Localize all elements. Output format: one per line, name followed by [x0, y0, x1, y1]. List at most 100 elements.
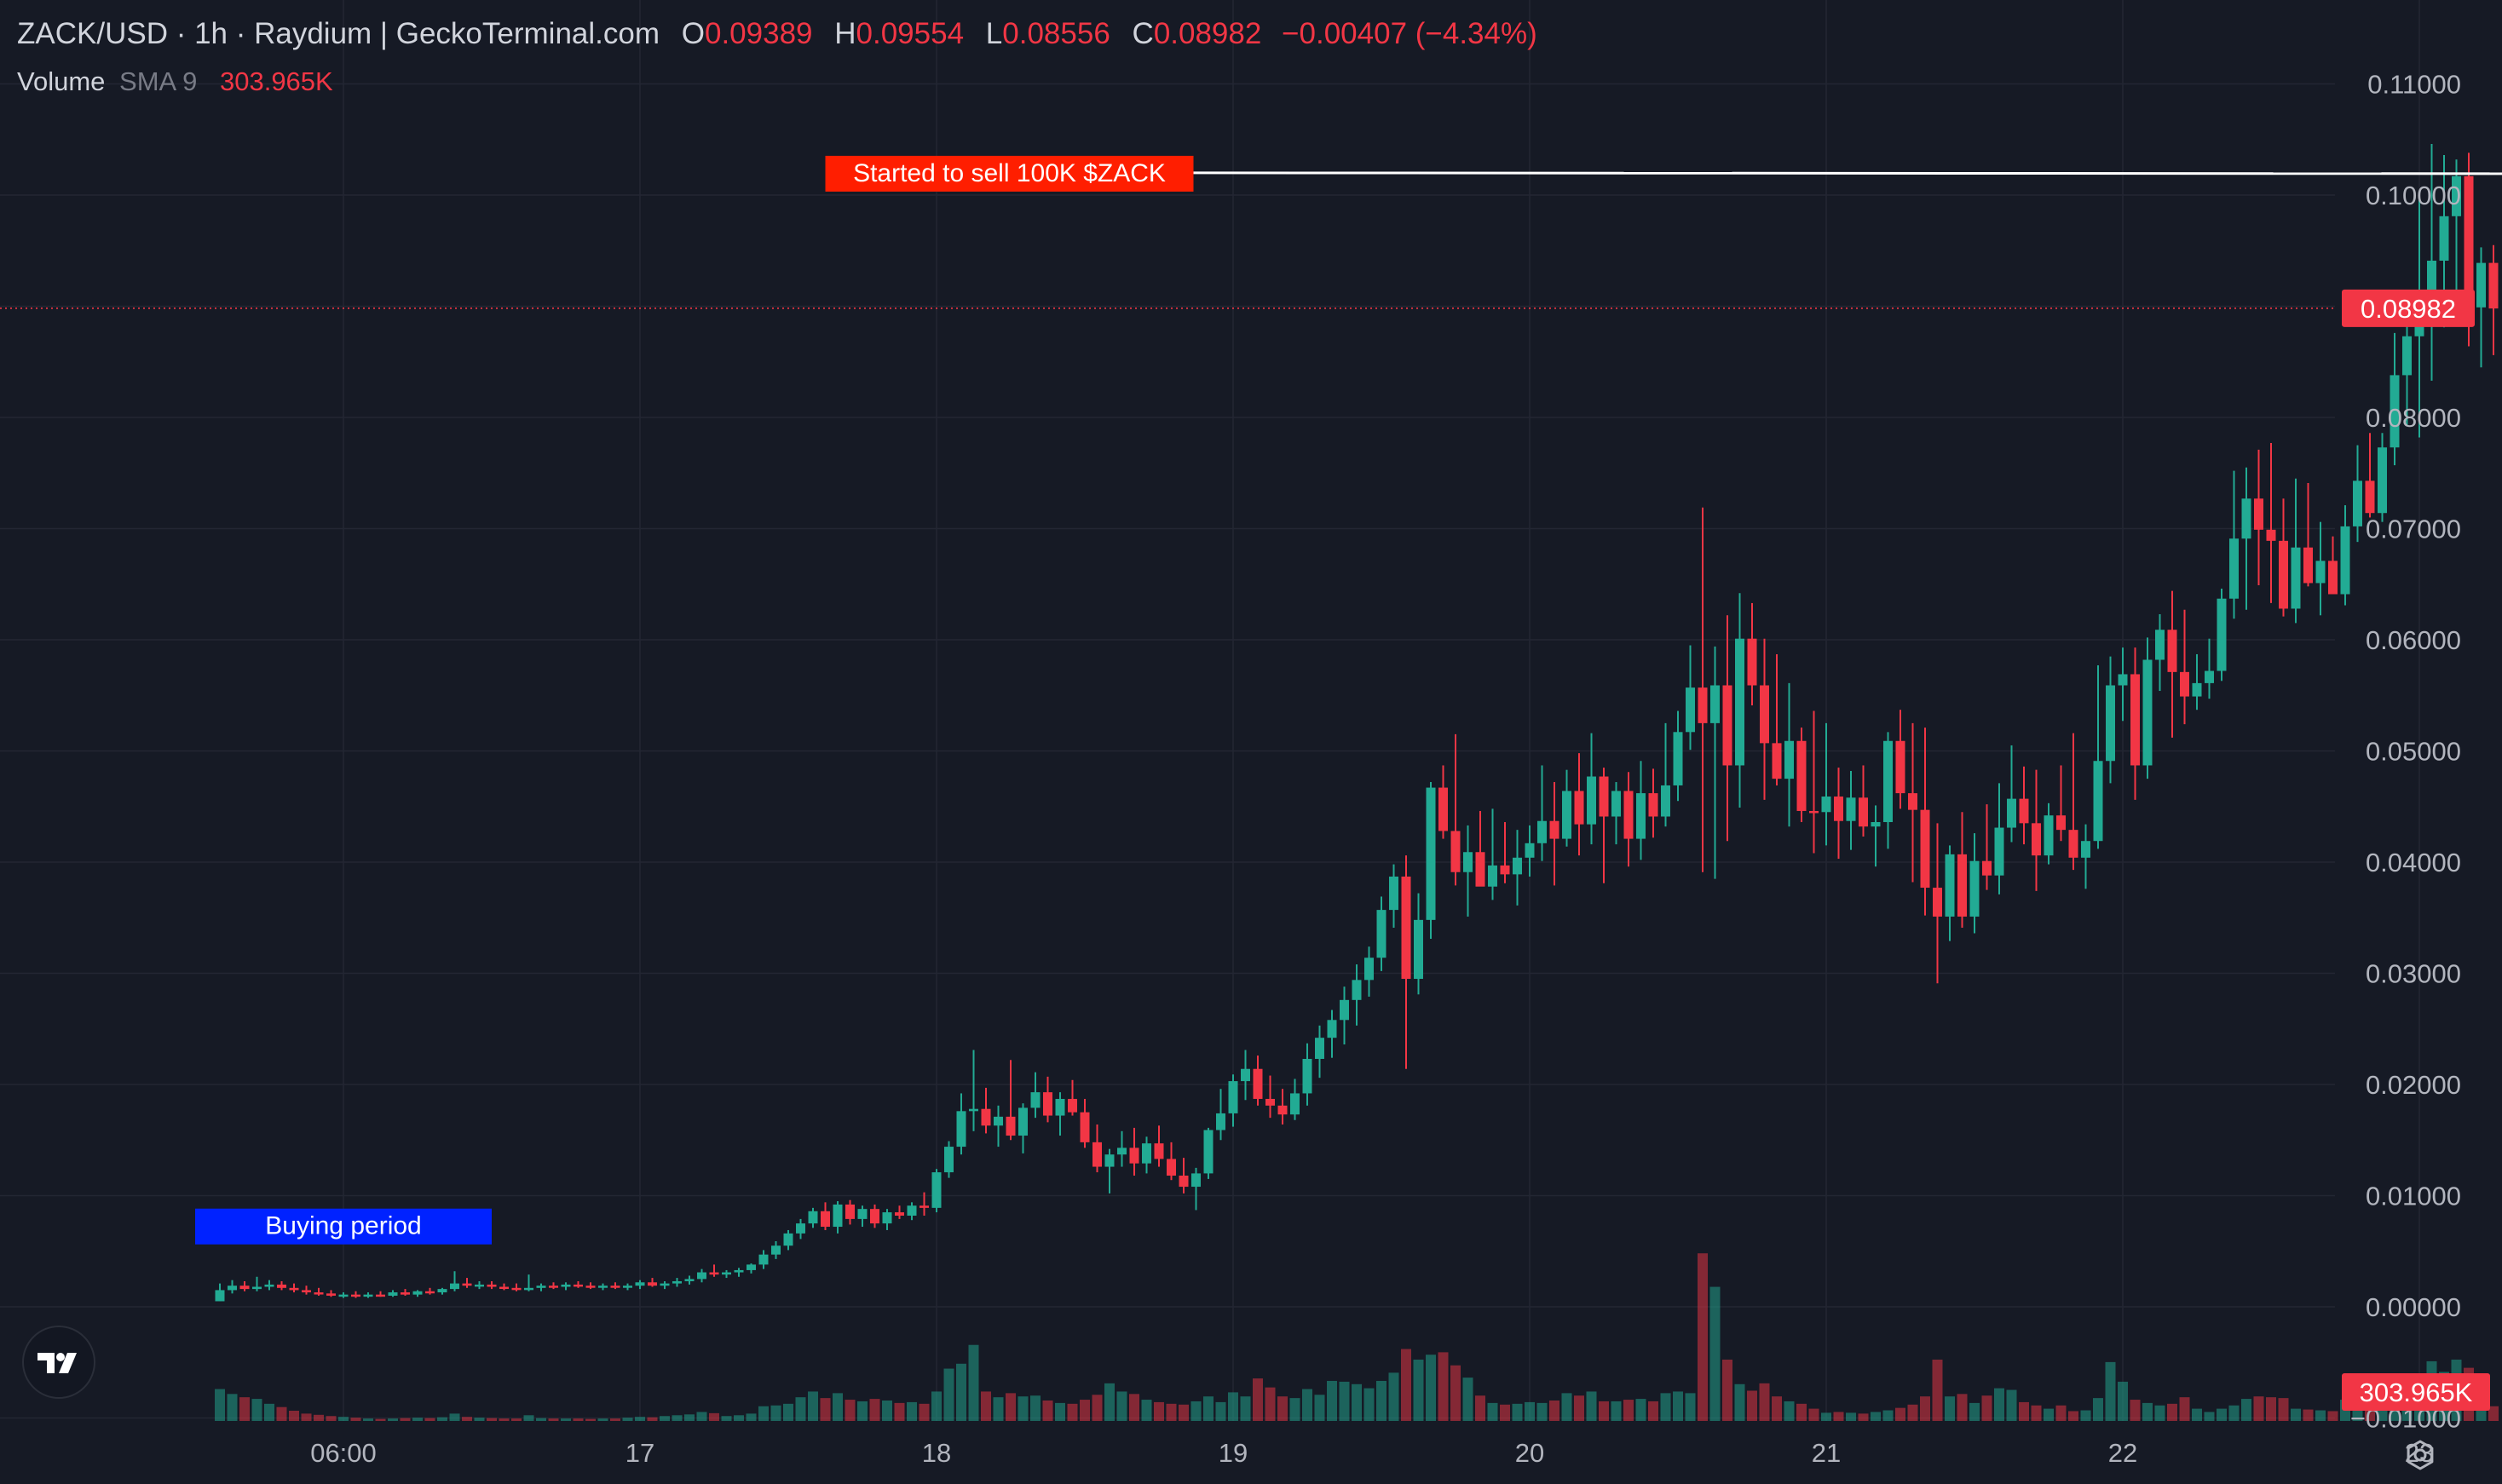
candle	[1030, 1072, 1041, 1119]
volume-bar	[1302, 1389, 1312, 1421]
candle-body	[709, 1272, 719, 1275]
candle	[388, 1290, 398, 1297]
candle	[1760, 638, 1769, 800]
gear-icon[interactable]	[2403, 1438, 2437, 1472]
volume-bar	[561, 1418, 571, 1421]
volume-bar	[388, 1418, 398, 1421]
symbol-title[interactable]: ZACK/USD · 1h · Raydium | GeckoTerminal.…	[17, 17, 660, 50]
volume-bar	[2327, 1411, 2338, 1421]
candle-body	[907, 1205, 917, 1216]
candle-body	[1006, 1116, 1016, 1136]
candle-body	[2081, 841, 2090, 858]
candle-body	[734, 1269, 744, 1273]
candle	[1969, 833, 1980, 934]
candle	[2353, 445, 2362, 543]
volume-label[interactable]: Volume	[17, 66, 106, 96]
candle	[1537, 765, 1547, 861]
candle-body	[1426, 787, 1436, 920]
candle-body	[1636, 793, 1646, 839]
time-axis[interactable]: 06:001718192021222324	[310, 1438, 2502, 1468]
candle-body	[1920, 809, 1930, 889]
candle-body	[1117, 1148, 1127, 1155]
candle	[796, 1218, 805, 1240]
candle	[2229, 470, 2239, 619]
volume-bar	[1994, 1388, 2004, 1421]
candle-body	[2093, 761, 2103, 842]
time-tick-label: 19	[1219, 1438, 1248, 1468]
volume-bar	[449, 1413, 460, 1421]
volume-bar	[746, 1413, 757, 1421]
volume-bar	[1289, 1398, 1300, 1421]
candle-body	[1414, 919, 1423, 980]
candle-body	[425, 1291, 435, 1294]
candle-body	[1450, 831, 1461, 872]
candle	[1302, 1043, 1312, 1106]
candle	[1957, 812, 1967, 928]
candle	[2427, 143, 2436, 381]
candle	[1018, 1103, 1028, 1153]
volume-bar	[474, 1418, 485, 1421]
candle-body	[1364, 958, 1374, 981]
volume-bar	[1030, 1395, 1041, 1421]
candle	[1834, 768, 1843, 860]
candle-body	[845, 1204, 855, 1219]
volume-bar	[1042, 1401, 1053, 1421]
volume-bar	[1895, 1407, 1905, 1421]
candle-body	[1834, 797, 1843, 821]
candle-body	[2378, 447, 2387, 514]
candle	[1809, 710, 1819, 854]
candle	[1562, 769, 1571, 847]
candle	[1463, 825, 1473, 917]
candle	[1611, 782, 1621, 845]
volume-bars	[215, 1253, 2499, 1421]
candle	[1859, 765, 1868, 837]
candle-body	[1389, 876, 1398, 911]
price-tick-label: 0.11000	[2367, 70, 2461, 100]
candle-body	[697, 1272, 706, 1280]
candle	[1500, 822, 1510, 883]
volume-bar	[1265, 1387, 1276, 1421]
volume-bar	[2118, 1381, 2128, 1421]
candle-body	[1290, 1093, 1300, 1115]
volume-bar	[289, 1411, 299, 1421]
candle	[462, 1278, 472, 1288]
volume-bar	[1945, 1396, 1955, 1421]
volume-bar	[1623, 1400, 1634, 1421]
volume-bar	[1808, 1408, 1819, 1421]
last-price-label: 0.08982	[2361, 294, 2456, 324]
volume-bar	[721, 1416, 732, 1421]
volume-bar	[2192, 1408, 2202, 1421]
candle	[2106, 656, 2115, 784]
tradingview-logo-icon[interactable]	[22, 1326, 95, 1399]
candle-body	[882, 1212, 892, 1224]
candle	[2130, 647, 2140, 800]
volume-bar	[1018, 1396, 1029, 1421]
volume-bar	[2093, 1398, 2103, 1421]
candle	[610, 1282, 620, 1290]
candle-body	[1895, 740, 1905, 794]
volume-bar	[400, 1418, 411, 1421]
volume-bar	[894, 1402, 905, 1421]
candle-body	[2019, 798, 2029, 824]
volume-bar	[1561, 1393, 1572, 1421]
candle-body	[1735, 638, 1744, 766]
candle	[1154, 1125, 1164, 1167]
volume-bar	[1536, 1402, 1548, 1421]
candle-body	[1018, 1107, 1028, 1136]
volume-bar	[1339, 1381, 1350, 1421]
volume-bar	[363, 1418, 373, 1421]
candle-body	[1784, 740, 1794, 779]
candle-body	[1043, 1092, 1052, 1116]
volume-bar	[1376, 1380, 1386, 1421]
candle-body	[1673, 732, 1683, 785]
candle-body	[771, 1245, 781, 1255]
candle	[2254, 449, 2263, 586]
candle	[1228, 1074, 1238, 1127]
volume-bar	[758, 1406, 769, 1421]
candle	[870, 1204, 879, 1228]
candle	[401, 1289, 410, 1296]
volume-bar	[1401, 1349, 1411, 1421]
candle-body	[264, 1284, 274, 1287]
candle	[1401, 855, 1411, 1069]
